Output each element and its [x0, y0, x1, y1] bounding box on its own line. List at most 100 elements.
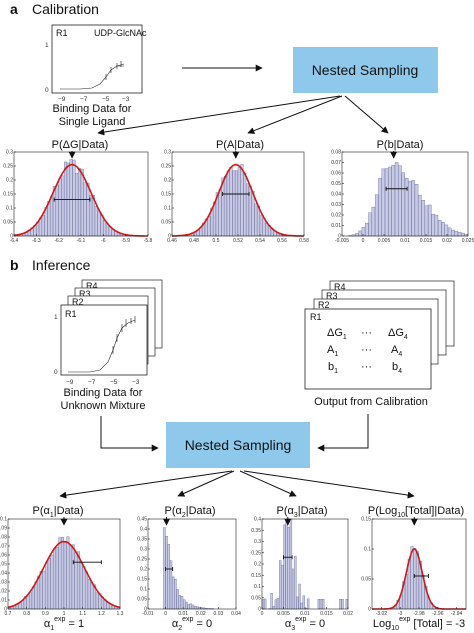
x-tick-label: -3.02 — [376, 611, 388, 617]
x-tick-4: −3 — [122, 96, 130, 103]
chart-alpha2: P(α2|Data)-0.01 0 0.01 0.02 0.03 0.0400.050.1… — [137, 505, 241, 632]
y-tick-label: 0.15 — [251, 573, 261, 579]
x-tick-label: -2.96 — [432, 611, 444, 617]
histogram-bar — [83, 182, 87, 237]
histogram-bar — [368, 212, 372, 237]
histogram-bar — [229, 167, 233, 237]
x-tick-label: 0.02 — [343, 611, 353, 617]
y-tick-label: 0.35 — [137, 537, 147, 543]
chart-title: P(A|Data) — [216, 139, 264, 151]
arrow-calibration-to-nested — [317, 414, 369, 452]
fit-curve — [7, 540, 121, 609]
y-tick-label: 0.45 — [137, 517, 147, 523]
histogram-bar — [97, 210, 101, 237]
histogram-bar — [90, 582, 94, 610]
histogram-bar — [80, 168, 84, 237]
histogram-bar — [434, 214, 439, 237]
x-tick-label: 0.005 — [378, 238, 391, 244]
replicate-label: R1 — [56, 28, 68, 38]
y-tick-label: 0.2 — [140, 567, 147, 573]
x-tick-label: 1 — [63, 611, 66, 617]
chart-caption: α2exp = 0 — [172, 616, 212, 632]
histogram-bar — [180, 596, 184, 610]
x-tick-label: 0.015 — [420, 238, 433, 244]
histogram-bar — [61, 175, 65, 237]
section-a-title: Calibration — [32, 1, 99, 17]
y-tick-label: 0.02 — [0, 589, 7, 595]
histogram-bar — [77, 551, 81, 610]
histogram-bar — [281, 564, 284, 610]
param-b-last: b4 — [392, 361, 402, 375]
histogram-bar — [53, 548, 56, 610]
chart-log-total: P(Log10[Total]|Data)-3.02 -3 -2.98 -2.96 -2.… — [361, 505, 467, 632]
arrow-to-alpha2 — [177, 470, 235, 497]
mix-caption-line1: Binding Data for — [64, 387, 143, 399]
mixture-binding-panel: R4 R3 R2 R1 1 0 −9 −7 −5 −3 Binding Data… — [54, 279, 163, 412]
histogram-bar — [259, 214, 263, 237]
histogram-bar — [279, 560, 282, 610]
caption-main: α — [44, 618, 51, 630]
histogram-bar — [457, 232, 462, 237]
histogram-bar — [447, 227, 452, 237]
caption-sub: 10 — [391, 625, 399, 632]
histogram-bar — [444, 224, 449, 237]
histogram-bar — [302, 595, 306, 610]
x-tick-label: 0.52 — [233, 238, 243, 244]
histogram-bar — [100, 214, 104, 237]
binding-error-bars — [105, 61, 124, 80]
x-tick-label: 0.46 — [167, 238, 177, 244]
mix-y-tick-top: 1 — [54, 314, 58, 321]
arrow-to-alpha1 — [59, 470, 233, 499]
histogram-bar — [50, 554, 54, 610]
x-tick-label: 0.025 — [462, 238, 474, 244]
histogram-bar — [394, 162, 399, 237]
y-tick-label: 0 — [10, 234, 13, 240]
histogram-bar — [361, 227, 366, 237]
calib-label-r1: R1 — [310, 312, 322, 322]
y-tick-label: 0.1 — [364, 547, 371, 553]
histogram-bar — [87, 578, 91, 610]
x-tick-label: 1.1 — [79, 611, 86, 617]
histogram-bar — [61, 537, 64, 610]
y-tick-label: 0.1 — [164, 206, 171, 212]
histogram-bar — [193, 606, 197, 610]
histogram-bar — [41, 215, 45, 237]
arrow-to-dg — [97, 95, 341, 136]
histogram-bar — [31, 586, 35, 610]
histogram-bar — [413, 548, 417, 610]
section-b-letter: b — [10, 257, 19, 273]
x-tick-label: -5.9 — [121, 238, 130, 244]
y-tick-label: 0.2 — [164, 178, 171, 184]
chart-title-sub: 1 — [50, 512, 54, 519]
chart-title-end: |Data) — [186, 505, 216, 517]
histogram-bar — [274, 599, 278, 610]
nested-sampling-label-a: Nested Sampling — [312, 62, 419, 78]
histogram-bar — [451, 229, 455, 237]
histogram-bar — [416, 551, 419, 610]
caption-main: α — [172, 618, 179, 630]
x-tick-label: -6 — [101, 238, 106, 244]
y-tick-label: 0.04 — [0, 571, 7, 577]
histogram-bar — [276, 598, 280, 610]
histogram-bar — [226, 170, 230, 237]
x-tick-label: 0.01 — [178, 611, 188, 617]
stack-label-r1: R1 — [65, 309, 77, 319]
histogram-bar — [178, 595, 182, 610]
y-tick-label: 0.1 — [6, 206, 13, 212]
y-tick-label: 0.01 — [0, 598, 7, 604]
mix-x-tick-1: −9 — [66, 379, 74, 386]
histogram-bar — [163, 527, 166, 610]
histogram-bar — [171, 576, 175, 610]
chart-a-param: P(A|Data) 0.46 0.48 0.5 0.52 0.54 0.56 0.58 0 0.0… — [161, 139, 309, 244]
x-tick-label: -0.005 — [335, 238, 349, 244]
calibration-caption: Output from Calibration — [314, 396, 428, 408]
histogram-bar — [246, 183, 249, 237]
histogram-bar — [322, 599, 325, 610]
param-dg-first: ΔG1 — [327, 327, 347, 341]
y-tick-label: 0.25 — [161, 164, 171, 170]
x-tick-label: -6.1 — [77, 238, 86, 244]
chart-title-main: P(α — [276, 505, 294, 517]
histogram-bar — [358, 230, 362, 237]
nested-sampling-box-a: Nested Sampling — [293, 47, 438, 93]
ligand-label: UDP-GlcNAc — [94, 28, 147, 38]
